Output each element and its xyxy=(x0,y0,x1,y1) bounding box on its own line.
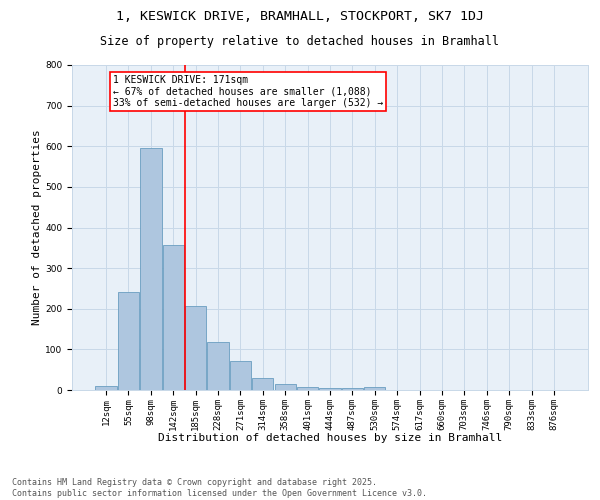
Text: 1, KESWICK DRIVE, BRAMHALL, STOCKPORT, SK7 1DJ: 1, KESWICK DRIVE, BRAMHALL, STOCKPORT, S… xyxy=(116,10,484,23)
Bar xyxy=(230,361,251,390)
Bar xyxy=(118,292,139,390)
Bar xyxy=(342,388,363,390)
Text: 1 KESWICK DRIVE: 171sqm
← 67% of detached houses are smaller (1,088)
33% of semi: 1 KESWICK DRIVE: 171sqm ← 67% of detache… xyxy=(113,75,383,108)
Bar xyxy=(185,306,206,390)
Text: Size of property relative to detached houses in Bramhall: Size of property relative to detached ho… xyxy=(101,35,499,48)
Bar xyxy=(319,388,341,390)
Bar xyxy=(364,387,385,390)
Bar xyxy=(297,387,318,390)
Bar xyxy=(140,148,161,390)
X-axis label: Distribution of detached houses by size in Bramhall: Distribution of detached houses by size … xyxy=(158,432,502,442)
Bar xyxy=(252,378,274,390)
Bar xyxy=(208,342,229,390)
Bar xyxy=(163,245,184,390)
Bar xyxy=(95,386,117,390)
Text: Contains HM Land Registry data © Crown copyright and database right 2025.
Contai: Contains HM Land Registry data © Crown c… xyxy=(12,478,427,498)
Y-axis label: Number of detached properties: Number of detached properties xyxy=(32,130,42,326)
Bar xyxy=(275,384,296,390)
